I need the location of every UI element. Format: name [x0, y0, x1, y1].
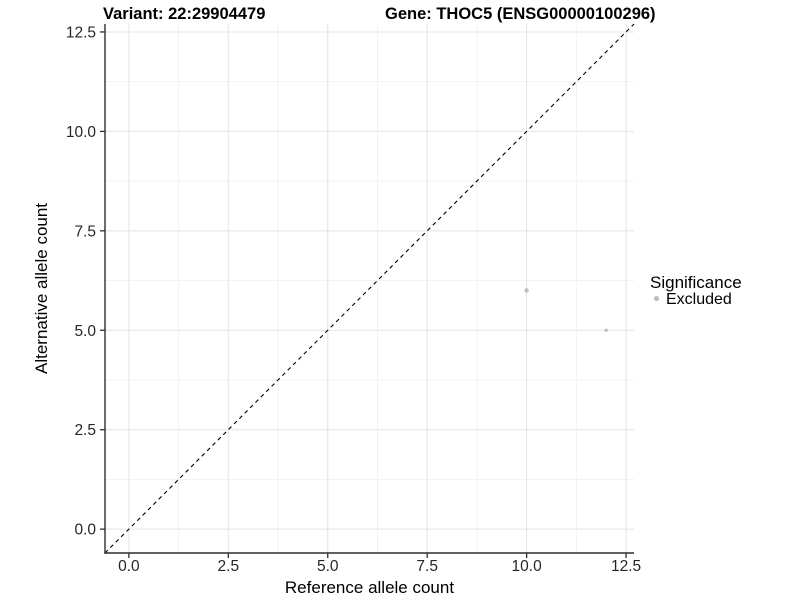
y-tick-label: 2.5: [74, 422, 96, 439]
data-point: [524, 288, 529, 293]
legend: Significance Excluded: [650, 273, 742, 308]
identity-line: [104, 23, 635, 554]
legend-title: Significance: [650, 273, 742, 292]
legend-item-label: Excluded: [666, 291, 732, 308]
legend-key-dot: [653, 295, 660, 302]
x-tick-label: 0.0: [118, 558, 140, 575]
y-tick-label: 12.5: [66, 24, 96, 41]
y-tick-label: 5.0: [74, 323, 96, 340]
plot-title-variant: Variant: 22:29904479: [103, 5, 265, 23]
y-tick-label: 0.0: [74, 522, 96, 539]
data-point: [604, 328, 608, 332]
plot-marks: [104, 23, 635, 554]
x-tick-label: 2.5: [218, 558, 240, 575]
x-tick-label: 10.0: [512, 558, 543, 575]
y-tick-label: 10.0: [66, 124, 97, 141]
axes: 0.0 0.0 2.5 2.5 5.0 5.0 7.5 7.5 10.0 10.0 12.5 12.5: [66, 24, 641, 575]
x-axis-title: Reference allele count: [285, 578, 454, 597]
y-axis-title: Alternative allele count: [32, 203, 51, 374]
plot-title-gene: Gene: THOC5 (ENSG00000100296): [385, 5, 656, 23]
y-tick-label: 7.5: [74, 223, 96, 240]
x-tick-label: 7.5: [416, 558, 438, 575]
gridlines: [105, 24, 634, 553]
x-tick-label: 12.5: [611, 558, 641, 575]
x-tick-label: 5.0: [317, 558, 339, 575]
